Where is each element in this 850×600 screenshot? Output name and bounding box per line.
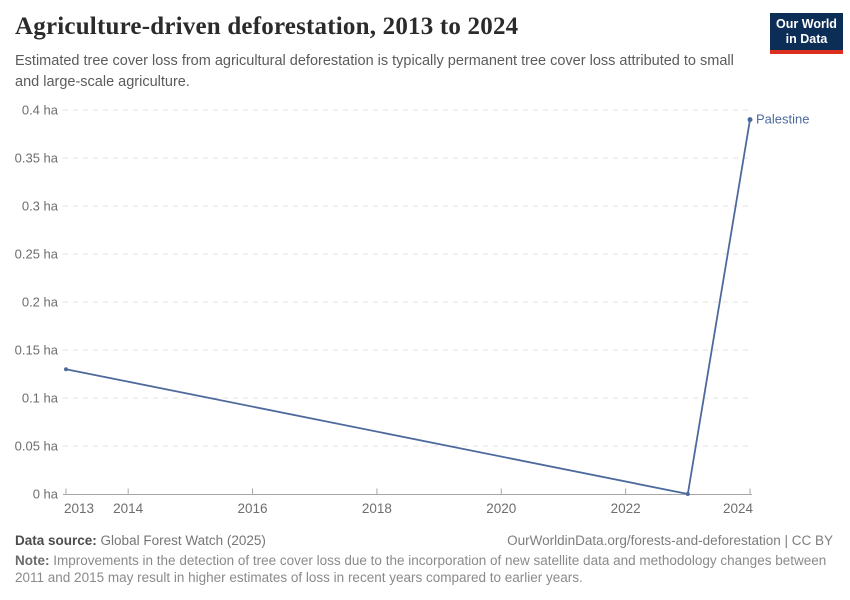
attribution-link[interactable]: OurWorldinData.org/forests-and-deforesta… <box>507 533 833 548</box>
y-axis-tick-label: 0.1 ha <box>22 391 59 406</box>
y-axis-tick-label: 0 ha <box>33 487 59 502</box>
footer-source-row: Data source: Global Forest Watch (2025) … <box>15 533 833 548</box>
y-axis-tick-label: 0.35 ha <box>15 151 59 166</box>
data-source-label: Data source: <box>15 533 97 548</box>
x-axis-tick-label: 2013 <box>64 501 94 516</box>
line-chart-plot: 0 ha 0.05 ha 0.1 ha 0.15 ha 0.2 ha 0.25 ha 0.3… <box>15 103 810 517</box>
x-axis-tick-label: 2018 <box>362 501 392 516</box>
x-axis-tick-label: 2022 <box>611 501 641 516</box>
data-point-palestine-2024[interactable] <box>747 117 753 123</box>
y-axis-tick-label: 0.15 ha <box>15 343 59 358</box>
note-label: Note: <box>15 553 50 568</box>
owid-logo-line2: in Data <box>785 32 828 46</box>
y-axis-tick-label: 0.3 ha <box>22 199 59 214</box>
x-axis-tick-label: 2020 <box>486 501 516 516</box>
y-axis-tick-label: 0.25 ha <box>15 247 59 262</box>
owid-logo-line1: Our World <box>776 17 837 31</box>
chart-note: Note: Improvements in the detection of t… <box>15 552 833 586</box>
data-line-palestine[interactable] <box>65 119 751 495</box>
y-axis-tick-label: 0.2 ha <box>22 295 59 310</box>
owid-logo[interactable]: Our World in Data <box>770 13 843 54</box>
y-axis-tick-label: 0.4 ha <box>22 103 59 118</box>
chart-title: Agriculture-driven deforestation, 2013 t… <box>15 13 519 40</box>
x-axis-tick-label: 2024 <box>723 501 754 516</box>
data-point-palestine-2013[interactable] <box>64 367 68 372</box>
x-axis-tick-label: 2014 <box>113 501 144 516</box>
data-point-palestine-2023[interactable] <box>685 492 690 496</box>
data-source-value: Global Forest Watch (2025) <box>100 533 266 548</box>
note-text: Improvements in the detection of tree co… <box>15 553 827 585</box>
data-source: Data source: Global Forest Watch (2025) <box>15 533 266 548</box>
series-label-palestine[interactable]: Palestine <box>756 112 809 127</box>
chart-subtitle: Estimated tree cover loss from agricultu… <box>15 53 734 91</box>
x-axis-tick-label: 2016 <box>238 501 268 516</box>
y-axis-tick-label: 0.05 ha <box>15 439 59 454</box>
